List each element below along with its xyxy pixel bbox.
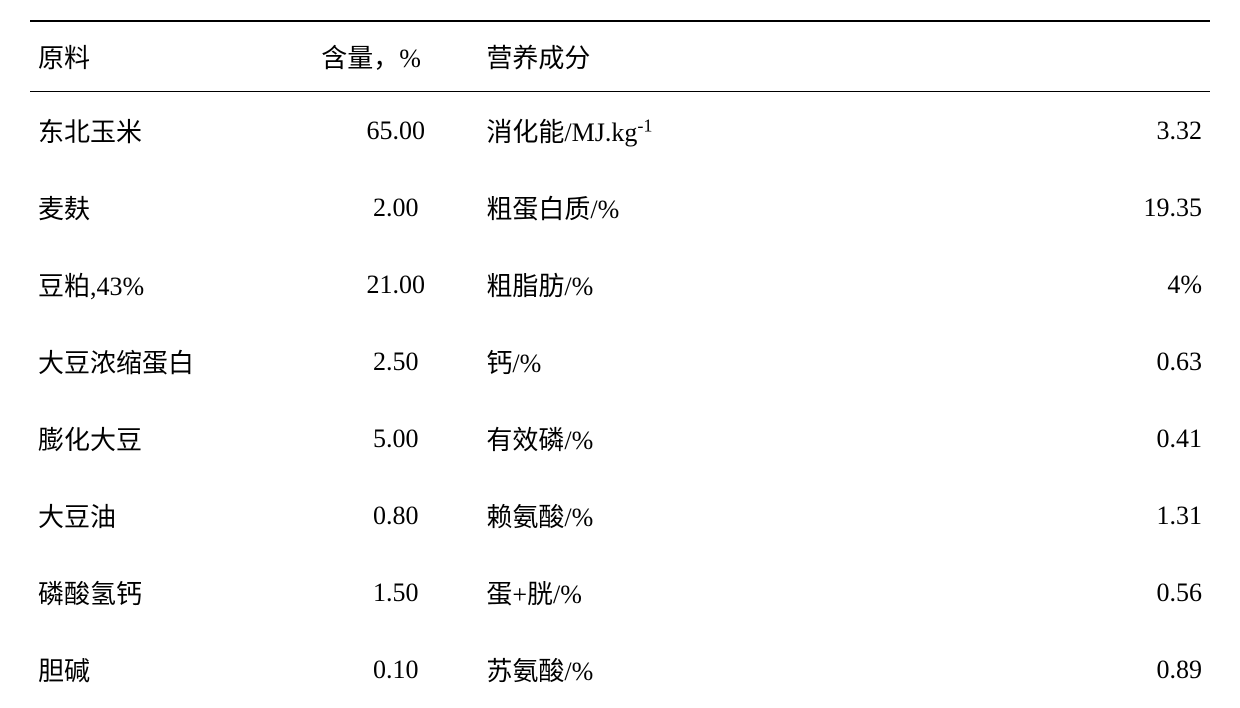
cell-content: 0.10 xyxy=(313,631,478,708)
table-row: 豆粕,43%21.00粗脂肪/%4% xyxy=(30,246,1210,323)
table-body: 东北玉米65.00消化能/MJ.kg-13.32麦麸2.00粗蛋白质/%19.3… xyxy=(30,92,1210,708)
cell-content: 1.50 xyxy=(313,554,478,631)
cell-value: 0.56 xyxy=(927,554,1210,631)
header-content: 含量，% xyxy=(313,21,478,92)
table-row: 大豆油0.80赖氨酸/%1.31 xyxy=(30,477,1210,554)
cell-value: 19.35 xyxy=(927,169,1210,246)
cell-ingredient: 东北玉米 xyxy=(30,92,313,170)
table-row: 膨化大豆5.00有效磷/%0.41 xyxy=(30,400,1210,477)
cell-content: 5.00 xyxy=(313,400,478,477)
cell-nutrient: 苏氨酸/% xyxy=(478,631,926,708)
table-row: 东北玉米65.00消化能/MJ.kg-13.32 xyxy=(30,92,1210,170)
feed-composition-table: 原料 含量，% 营养成分 东北玉米65.00消化能/MJ.kg-13.32麦麸2… xyxy=(30,20,1210,708)
cell-nutrient: 赖氨酸/% xyxy=(478,477,926,554)
cell-value: 4% xyxy=(927,246,1210,323)
cell-ingredient: 麦麸 xyxy=(30,169,313,246)
cell-nutrient: 有效磷/% xyxy=(478,400,926,477)
cell-content: 2.50 xyxy=(313,323,478,400)
cell-nutrient: 粗蛋白质/% xyxy=(478,169,926,246)
cell-content: 65.00 xyxy=(313,92,478,170)
header-value xyxy=(927,21,1210,92)
cell-value: 0.63 xyxy=(927,323,1210,400)
cell-ingredient: 豆粕,43% xyxy=(30,246,313,323)
table-row: 胆碱0.10苏氨酸/%0.89 xyxy=(30,631,1210,708)
cell-ingredient: 磷酸氢钙 xyxy=(30,554,313,631)
header-nutrient: 营养成分 xyxy=(478,21,926,92)
cell-nutrient: 消化能/MJ.kg-1 xyxy=(478,92,926,170)
table-row: 大豆浓缩蛋白2.50钙/%0.63 xyxy=(30,323,1210,400)
cell-nutrient: 蛋+胱/% xyxy=(478,554,926,631)
table-row: 麦麸2.00粗蛋白质/%19.35 xyxy=(30,169,1210,246)
cell-content: 21.00 xyxy=(313,246,478,323)
cell-ingredient: 膨化大豆 xyxy=(30,400,313,477)
cell-value: 0.89 xyxy=(927,631,1210,708)
cell-value: 3.32 xyxy=(927,92,1210,170)
cell-content: 2.00 xyxy=(313,169,478,246)
cell-ingredient: 大豆油 xyxy=(30,477,313,554)
cell-ingredient: 胆碱 xyxy=(30,631,313,708)
cell-nutrient: 粗脂肪/% xyxy=(478,246,926,323)
cell-value: 0.41 xyxy=(927,400,1210,477)
cell-ingredient: 大豆浓缩蛋白 xyxy=(30,323,313,400)
table-header-row: 原料 含量，% 营养成分 xyxy=(30,21,1210,92)
header-ingredient: 原料 xyxy=(30,21,313,92)
table-row: 磷酸氢钙1.50蛋+胱/%0.56 xyxy=(30,554,1210,631)
cell-content: 0.80 xyxy=(313,477,478,554)
cell-nutrient: 钙/% xyxy=(478,323,926,400)
cell-value: 1.31 xyxy=(927,477,1210,554)
